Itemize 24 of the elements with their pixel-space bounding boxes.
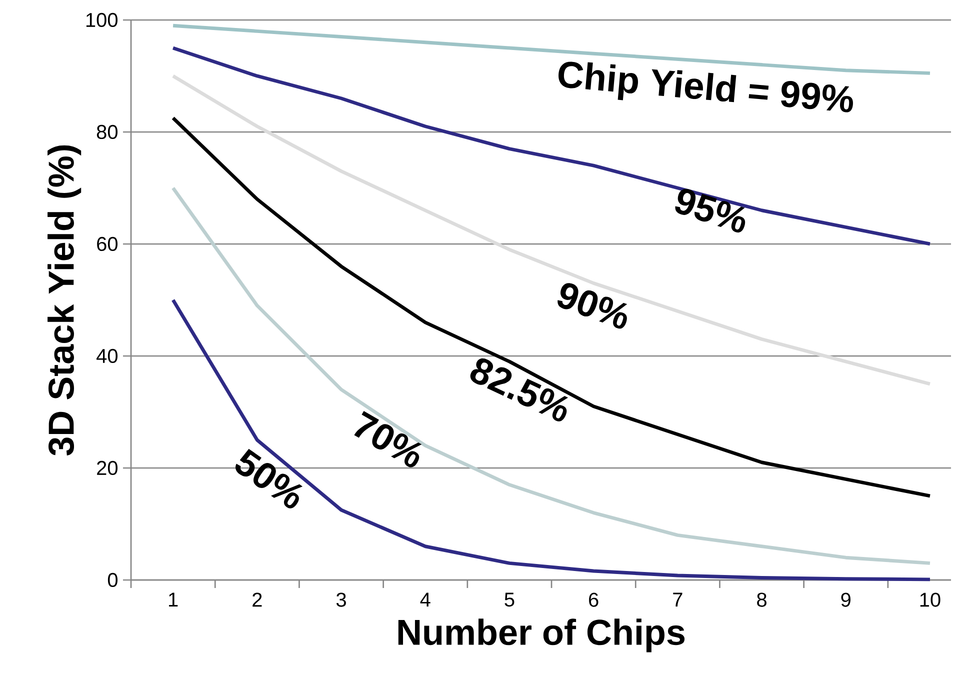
y-tick-label: 40 bbox=[96, 348, 118, 364]
x-tick-label: 2 bbox=[252, 592, 262, 607]
x-tick-label: 9 bbox=[841, 592, 850, 607]
y-tick-label: 20 bbox=[97, 460, 118, 476]
line-series bbox=[171, 186, 932, 565]
text: 70% bbox=[354, 411, 422, 468]
y-tick-label: 100 bbox=[86, 12, 118, 28]
y-tick-label: 80 bbox=[96, 124, 118, 140]
x-tick-label: 6 bbox=[589, 592, 598, 607]
text: 90% bbox=[558, 283, 628, 329]
x-tick-label: 1 bbox=[169, 592, 178, 606]
x-tick-label: 4 bbox=[420, 592, 430, 606]
x-tick-label: 5 bbox=[504, 592, 514, 607]
x-tick-label: 10 bbox=[920, 592, 940, 607]
x-tick-label: 3 bbox=[336, 592, 346, 607]
y-tick-label: 0 bbox=[108, 572, 118, 588]
text: 95% bbox=[675, 188, 746, 233]
y-axis-title: 3D Stack Yield (%) bbox=[48, 145, 82, 456]
x-tick-label: 8 bbox=[757, 592, 766, 607]
x-axis-title: Number of Chips bbox=[398, 618, 685, 652]
y-tick-label: 60 bbox=[97, 236, 118, 252]
x-tick-label: 7 bbox=[673, 592, 682, 606]
series-label: Chip Yield = 99% bbox=[558, 62, 853, 112]
text: 50% bbox=[236, 448, 303, 508]
